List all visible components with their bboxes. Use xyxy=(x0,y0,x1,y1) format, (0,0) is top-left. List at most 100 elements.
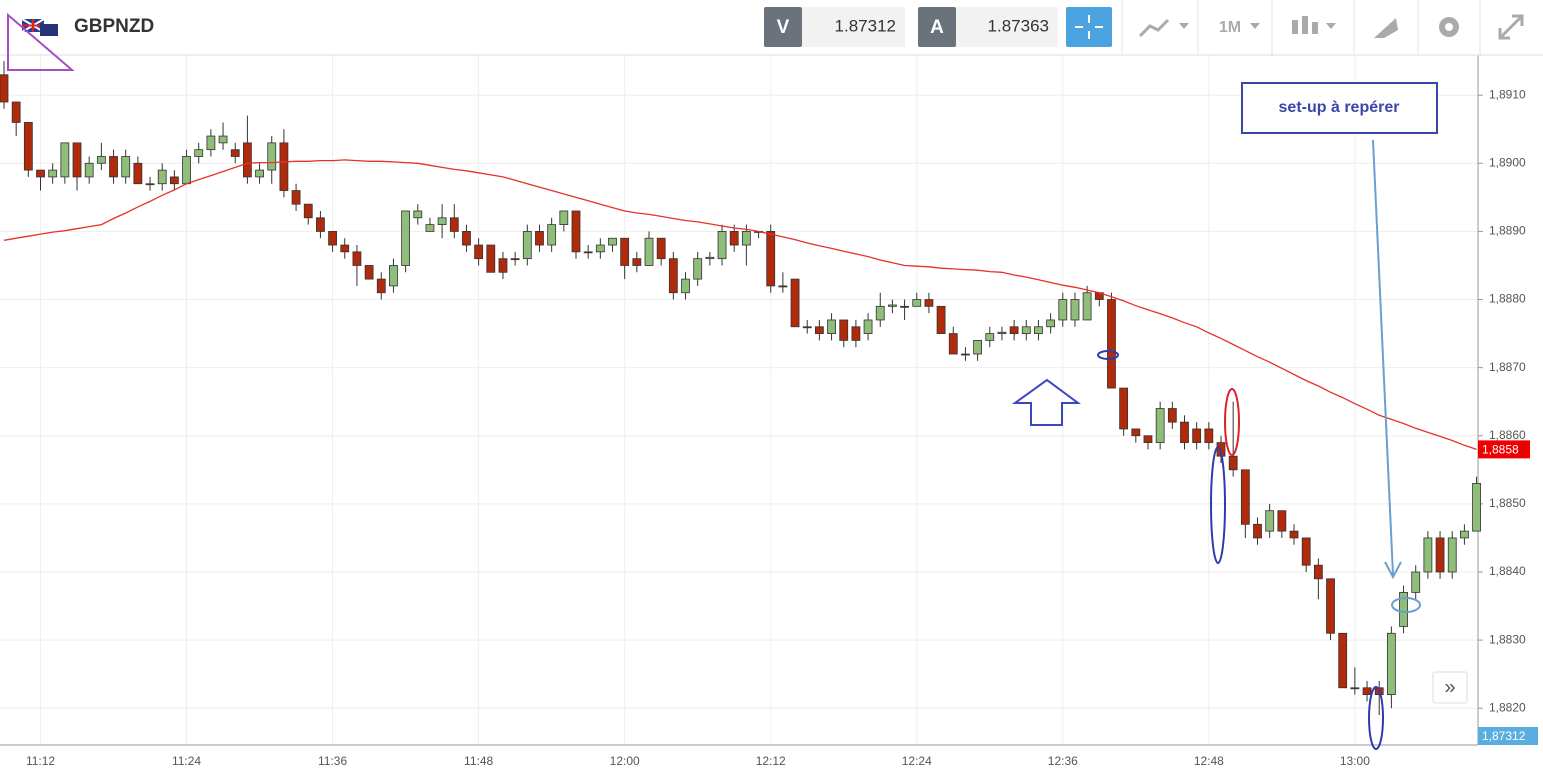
candle-body xyxy=(218,135,228,144)
candle-body xyxy=(973,339,982,355)
candle-body xyxy=(1143,435,1153,443)
candle-body xyxy=(681,278,690,294)
price-badge-label: 1,87312 xyxy=(1482,729,1526,743)
candle-body xyxy=(1435,537,1445,573)
x-tick-label: 11:12 xyxy=(26,754,55,768)
candle-body xyxy=(1240,469,1250,525)
ask-box xyxy=(956,7,1058,47)
candle-body xyxy=(583,251,593,254)
candle-body xyxy=(242,142,252,178)
candle-body xyxy=(608,237,617,246)
candle-body xyxy=(717,231,727,260)
candle-body xyxy=(571,210,581,253)
chart-type-button[interactable] xyxy=(1138,18,1189,38)
price-badge xyxy=(1478,727,1538,745)
candle-body xyxy=(1253,523,1262,539)
candle-body xyxy=(912,299,922,307)
bid-button[interactable] xyxy=(764,7,802,47)
candle-body xyxy=(790,278,800,328)
candle-body xyxy=(437,217,447,226)
candle-body xyxy=(1326,578,1335,634)
candle-body xyxy=(924,299,934,307)
candle-body xyxy=(133,162,143,185)
x-tick-label: 12:12 xyxy=(756,754,786,768)
x-tick-label: 11:24 xyxy=(172,754,201,768)
candle-body xyxy=(668,258,678,294)
scroll-right-button[interactable]: » xyxy=(1432,671,1468,704)
candle-body xyxy=(364,265,374,280)
candle-body xyxy=(1423,537,1433,573)
x-tick-label: 12:36 xyxy=(1048,754,1078,768)
x-tick-label: 11:48 xyxy=(464,754,493,768)
candle-body xyxy=(316,217,325,232)
candle-body xyxy=(11,101,21,123)
candle-body xyxy=(1301,537,1311,566)
candle-body xyxy=(169,176,179,185)
candle-body xyxy=(948,333,958,355)
candle-body xyxy=(1277,510,1287,532)
candle-body xyxy=(729,231,739,246)
candle-body xyxy=(1313,564,1323,580)
bid-price: 1.87312 xyxy=(835,16,896,35)
setup-box xyxy=(1241,82,1438,134)
candle-body xyxy=(255,169,264,178)
candle-body xyxy=(656,237,666,260)
timeframe[interactable]: 1M xyxy=(1219,19,1241,36)
y-tick-label: 1,8890 xyxy=(1489,224,1526,238)
candle-body xyxy=(559,210,569,226)
symbol: GBPNZD xyxy=(74,16,154,37)
settings-button[interactable] xyxy=(1439,17,1459,37)
candle-body xyxy=(279,142,289,191)
y-tick-label: 1,8860 xyxy=(1489,428,1526,442)
x-tick-label: 12:48 xyxy=(1194,754,1224,768)
candle-body xyxy=(474,244,484,260)
candle-body xyxy=(1338,632,1348,689)
candle-body xyxy=(997,331,1007,334)
moving-average xyxy=(3,159,1477,451)
candle-body xyxy=(376,278,386,294)
setup-label: set-up à repérer xyxy=(1279,99,1400,116)
candle-body xyxy=(449,217,459,232)
candle-body xyxy=(303,203,313,219)
candle-body xyxy=(60,142,70,178)
candle-body xyxy=(121,156,131,178)
candle-body xyxy=(863,319,873,334)
candle-body xyxy=(486,244,496,273)
y-tick-label: 1,8880 xyxy=(1489,292,1526,306)
candle-body xyxy=(340,244,350,253)
draw-button[interactable] xyxy=(1374,18,1398,38)
candle-body xyxy=(1046,319,1056,328)
candle-body xyxy=(1192,428,1202,443)
candle-type-button[interactable] xyxy=(1292,16,1336,34)
candle-body xyxy=(462,231,471,246)
candle-body xyxy=(182,156,191,185)
candle-body xyxy=(595,244,605,253)
candle-body xyxy=(888,304,897,307)
crosshair-button[interactable] xyxy=(1066,7,1112,47)
candle-body xyxy=(96,156,106,164)
up-arrow xyxy=(1011,378,1082,426)
candle-body xyxy=(1021,326,1031,334)
candle-body xyxy=(0,74,9,103)
ask-label: A xyxy=(930,17,944,38)
purple-triangle xyxy=(7,12,75,71)
candle-body xyxy=(1107,299,1116,389)
candle-body xyxy=(194,149,204,157)
expand-button[interactable] xyxy=(1498,14,1524,40)
y-tick-label: 1,8830 xyxy=(1489,632,1526,646)
candle-body xyxy=(827,319,836,334)
candle-body xyxy=(705,256,715,260)
candle-body xyxy=(84,162,94,178)
candle-body xyxy=(547,224,557,246)
candle-body xyxy=(1447,537,1457,573)
candle-body xyxy=(535,231,544,246)
candle-body xyxy=(1131,428,1141,437)
candle-body xyxy=(389,265,398,287)
candle-body xyxy=(425,224,435,232)
candle-body xyxy=(693,258,703,280)
timeframe-caret xyxy=(1250,23,1260,29)
ask-button[interactable] xyxy=(918,7,956,47)
y-tick-label: 1,8850 xyxy=(1489,496,1526,510)
